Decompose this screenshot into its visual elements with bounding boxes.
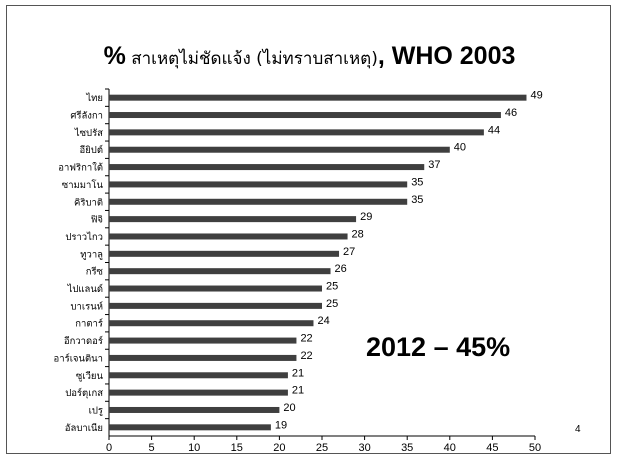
bar (109, 250, 340, 257)
bar (109, 268, 331, 275)
title-thai-text: สาเหตุไม่ชัดแจ้ง (ไม่ทราบสาเหตุ) (125, 49, 378, 69)
title-who-year: , WHO 2003 (377, 42, 516, 70)
data-label: 22 (300, 333, 312, 345)
category-label: อีกวาดอร์ (64, 335, 103, 347)
data-label: 29 (360, 211, 372, 223)
bar (109, 198, 408, 205)
category-label: ฟิจิ (90, 215, 103, 226)
chart-title: % สาเหตุไม่ชัดแจ้ง (ไม่ทราบสาเหตุ), WHO … (0, 42, 619, 72)
bar (109, 302, 322, 309)
bar (109, 216, 357, 223)
data-label: 21 (292, 385, 304, 397)
data-label: 19 (275, 419, 287, 431)
x-tick-label: 50 (529, 442, 541, 454)
category-label: ไทย (85, 92, 103, 104)
data-label: 44 (488, 124, 500, 136)
data-label: 46 (505, 107, 517, 119)
category-label: ซามมาโน (62, 179, 104, 191)
bar (109, 94, 527, 101)
category-label: ไปแลนด์ (67, 283, 103, 295)
data-label: 35 (411, 194, 423, 206)
data-label: 20 (283, 402, 295, 414)
bar (109, 164, 425, 171)
bar (109, 372, 288, 379)
annotation-2012: 2012 – 45% (366, 332, 511, 362)
data-label: 28 (352, 228, 364, 240)
category-label: ปอร์ตุเกส (65, 387, 103, 399)
data-label: 25 (326, 281, 338, 293)
bar (109, 406, 280, 413)
category-label: กาตาร์ (75, 318, 103, 330)
slide-frame (6, 5, 611, 454)
x-tick-label: 40 (444, 442, 456, 454)
data-label: 49 (530, 90, 542, 102)
category-label: อาร์เจนตินา (54, 352, 103, 364)
bar (109, 146, 450, 153)
bar (109, 112, 501, 119)
bar (109, 424, 271, 431)
bar (109, 285, 322, 292)
x-tick-label: 5 (149, 442, 155, 454)
x-tick-label: 45 (486, 442, 498, 454)
x-tick-label: 15 (231, 442, 243, 454)
title-percent: % (103, 42, 126, 70)
bar (109, 181, 408, 188)
data-label: 21 (292, 367, 304, 379)
data-label: 27 (343, 246, 355, 258)
x-tick-label: 30 (358, 442, 370, 454)
category-label: กรีซ (86, 266, 104, 278)
category-label: คิริบาติ (74, 197, 103, 208)
category-label: ไซปรัส (74, 127, 103, 139)
category-label: ศรีลังกา (70, 110, 103, 122)
x-tick-label: 10 (188, 442, 200, 454)
x-tick-label: 35 (401, 442, 413, 454)
x-tick-label: 25 (316, 442, 328, 454)
data-label: 26 (335, 263, 347, 275)
bar (109, 354, 297, 361)
data-label: 37 (428, 159, 440, 171)
data-label: 35 (411, 176, 423, 188)
bar (109, 337, 297, 344)
category-label: อียิปต์ (79, 144, 103, 156)
category-label: ปราวไกว (65, 231, 103, 243)
data-label: 25 (326, 298, 338, 310)
category-label: ทูวาลู (80, 249, 103, 260)
bar (109, 129, 484, 136)
category-label: บาเรนห์ (71, 300, 103, 312)
x-tick-label: 20 (273, 442, 285, 454)
data-label: 24 (317, 315, 329, 327)
category-label: อัลบาเนีย (65, 422, 103, 434)
data-label: 22 (300, 350, 312, 362)
category-label: ซูเวียน (76, 370, 104, 382)
page-number: 4 (575, 424, 581, 435)
category-label: อาฟริกาใต้ (58, 162, 103, 174)
bar (109, 233, 348, 240)
bar (109, 320, 314, 327)
category-label: เปรู (89, 405, 103, 416)
x-tick-label: 0 (106, 442, 112, 454)
bar (109, 389, 288, 396)
data-label: 40 (454, 142, 466, 154)
